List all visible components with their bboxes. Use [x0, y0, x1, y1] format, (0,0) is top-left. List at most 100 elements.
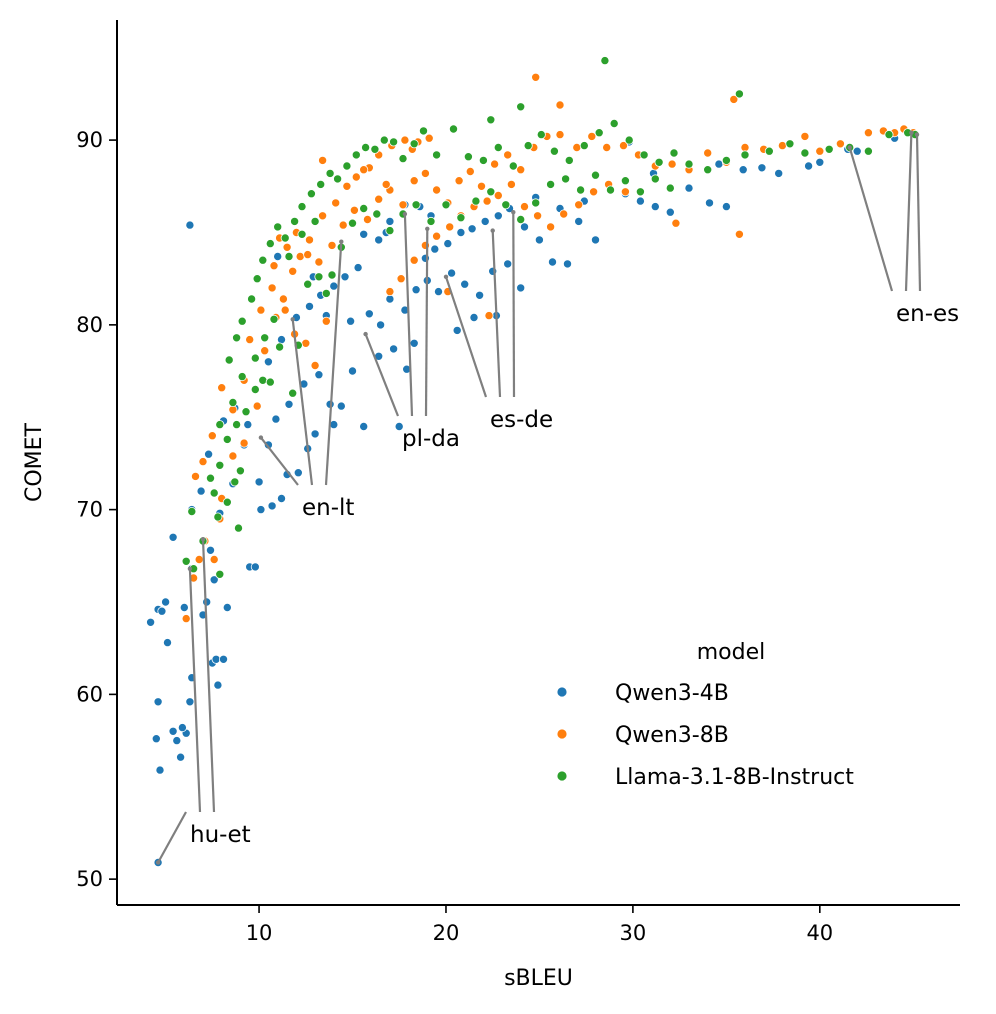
data-point [228, 397, 238, 407]
annotation-arrowhead [425, 226, 430, 231]
data-point [445, 222, 455, 232]
data-point [576, 185, 586, 195]
annotation-arrowhead [847, 145, 852, 150]
data-point [306, 189, 316, 199]
legend: model Qwen3-4B Qwen3-8B Llama-3.1-8B-Instr… [556, 640, 854, 790]
data-point [639, 150, 649, 160]
data-point [852, 146, 862, 156]
points-layer [146, 56, 920, 868]
data-point [168, 532, 178, 542]
legend-marker [556, 686, 568, 698]
legend-label: Qwen3-8B [615, 723, 729, 748]
annotation-en-es: en-es [847, 130, 959, 327]
data-point [665, 183, 675, 193]
data-point [284, 399, 294, 409]
data-point [297, 229, 307, 239]
annotation-arrowhead [258, 435, 264, 440]
data-point [327, 240, 337, 250]
data-point [456, 213, 466, 223]
data-point [256, 305, 266, 315]
data-point [523, 141, 533, 151]
data-point [520, 222, 530, 232]
data-point [258, 375, 268, 385]
data-point [176, 752, 186, 762]
data-point [213, 512, 223, 522]
data-point [815, 146, 825, 156]
data-point [364, 309, 374, 319]
data-point [516, 283, 526, 293]
annotation-label: en-es [896, 301, 959, 327]
data-point [721, 155, 731, 165]
data-point [331, 198, 341, 208]
data-point [282, 242, 292, 252]
data-point [316, 179, 326, 189]
data-point [804, 161, 814, 171]
data-point [493, 142, 503, 152]
legend-marker [556, 728, 568, 740]
data-point [635, 196, 645, 206]
data-point [478, 155, 488, 165]
data-point [503, 259, 513, 269]
data-point [211, 654, 221, 664]
y-tick-label: 50 [76, 867, 103, 891]
data-point [349, 205, 359, 215]
annotation-arrow [364, 333, 400, 417]
data-point [534, 235, 544, 245]
legend-label: Qwen3-4B [615, 681, 729, 706]
data-point [359, 203, 369, 213]
data-point [351, 172, 361, 182]
data-point [333, 174, 343, 184]
data-point [205, 473, 215, 483]
annotation-arrow [291, 319, 314, 486]
data-point [546, 222, 556, 232]
data-point [620, 176, 630, 186]
data-point [381, 179, 391, 189]
data-point [247, 294, 257, 304]
data-point [800, 148, 810, 158]
data-point [222, 434, 232, 444]
data-point [290, 216, 300, 226]
data-point [157, 606, 167, 616]
data-point [353, 263, 363, 273]
data-point [351, 150, 361, 160]
data-point [228, 451, 238, 461]
data-point [555, 100, 565, 110]
data-point [295, 251, 305, 261]
data-point [275, 342, 285, 352]
data-point [411, 200, 421, 210]
data-point [347, 366, 357, 376]
data-point [426, 216, 436, 226]
data-point [284, 251, 294, 261]
data-point [740, 150, 750, 160]
data-point [269, 261, 279, 271]
data-point [469, 312, 479, 322]
data-point [288, 388, 298, 398]
y-tick-label: 90 [76, 128, 103, 152]
data-point [303, 279, 313, 289]
data-point [310, 216, 320, 226]
data-point [432, 150, 442, 160]
data-point [265, 377, 275, 387]
data-point [835, 139, 845, 149]
data-point [729, 94, 739, 104]
data-point [424, 133, 434, 143]
data-point [267, 283, 277, 293]
data-point [310, 429, 320, 439]
data-point [463, 152, 473, 162]
data-point [241, 407, 251, 417]
data-point [863, 128, 873, 138]
legend-marker [556, 770, 568, 782]
annotation-arrow [424, 228, 429, 417]
data-point [288, 266, 298, 276]
annotation-arrow [201, 539, 216, 813]
data-point [260, 346, 270, 356]
data-point [254, 477, 264, 487]
data-point [533, 211, 543, 221]
data-point [516, 165, 526, 175]
data-point [361, 142, 371, 152]
data-point [181, 556, 191, 566]
data-point [271, 414, 281, 424]
data-point [764, 146, 774, 156]
data-point [209, 555, 219, 565]
annotation-arrowhead [909, 130, 914, 135]
